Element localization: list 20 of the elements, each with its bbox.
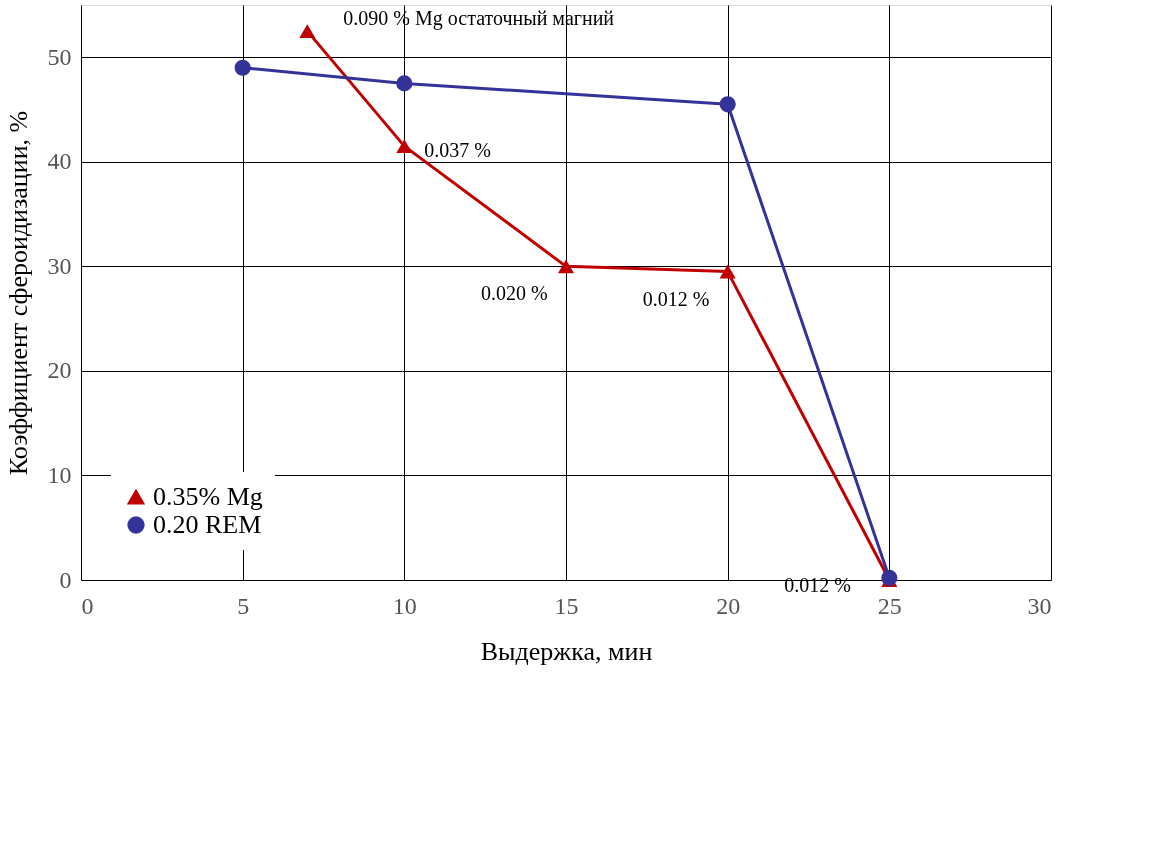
y-tick-label: 20 xyxy=(47,357,72,384)
y-tick-label: 40 xyxy=(47,148,72,175)
annotation: 0.037 % xyxy=(424,139,492,162)
x-tick-label: 15 xyxy=(554,592,579,619)
x-tick-label: 10 xyxy=(392,592,417,619)
legend-label: 0.35% Mg xyxy=(153,482,263,511)
y-tick-label: 0 xyxy=(59,566,72,593)
legend-label: 0.20 REM xyxy=(153,510,262,539)
x-tick-label: 30 xyxy=(1027,592,1052,619)
annotation: 0.020 % xyxy=(481,282,548,305)
x-tick-label: 20 xyxy=(716,592,741,619)
annotation: 0.012 % xyxy=(642,287,710,310)
x-tick-label: 0 xyxy=(81,592,94,619)
x-tick-label: 25 xyxy=(877,592,902,619)
y-axis-title: Коэффициент сфероидизации, % xyxy=(3,110,33,476)
y-tick-label: 30 xyxy=(47,252,72,279)
y-tick-label: 50 xyxy=(47,43,72,70)
x-axis-title: Выдержка, мин xyxy=(480,636,653,666)
y-tick-label: 10 xyxy=(47,461,72,488)
x-tick-label: 5 xyxy=(237,592,250,619)
